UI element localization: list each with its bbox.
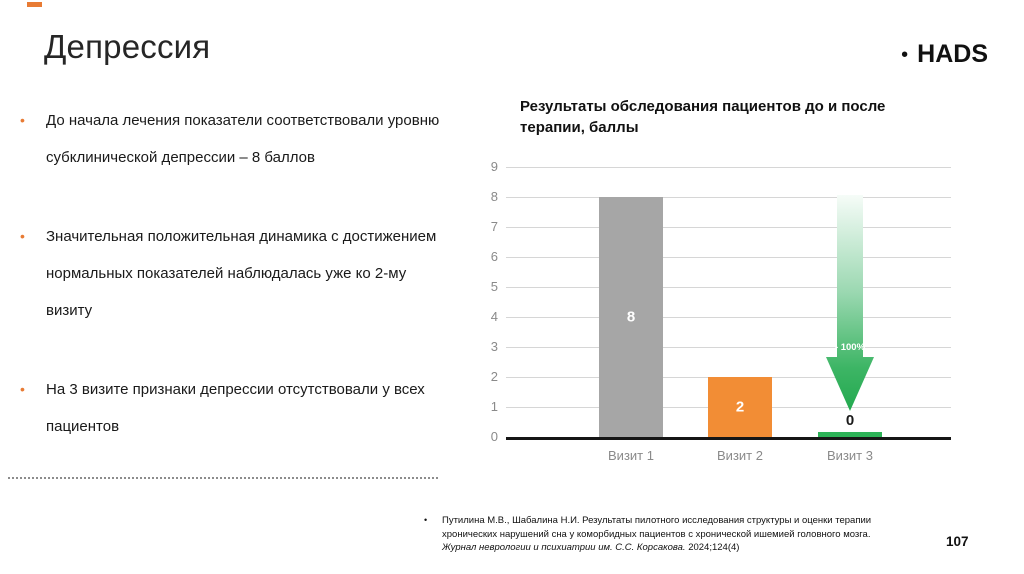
y-tick-label: 1 xyxy=(490,399,498,414)
gridline xyxy=(506,347,951,348)
y-tick-label: 8 xyxy=(490,189,498,204)
x-category-label: Визит 3 xyxy=(827,448,873,463)
hads-bullet-icon: • xyxy=(901,43,909,66)
bar-3: 0 xyxy=(818,412,882,437)
y-tick-label: 9 xyxy=(490,159,498,174)
bullet-text: Значительная положительная динамика с до… xyxy=(46,228,437,319)
y-tick-label: 3 xyxy=(490,339,498,354)
footnote-part-italic: Журнал неврологии и психиатрии им. С.С. … xyxy=(442,542,686,553)
slide-accent-mark xyxy=(27,2,42,7)
footnote-part-tail: 2024;124(4) xyxy=(685,542,740,553)
bar-value-label: 8 xyxy=(626,308,636,326)
bar-2: 2 xyxy=(708,377,772,437)
decrease-arrow-icon: - 100% xyxy=(826,195,874,411)
dotted-divider xyxy=(8,477,438,479)
hads-label: HADS xyxy=(917,40,988,68)
bar-value-label: 2 xyxy=(735,398,745,416)
bullet-marker-icon: • xyxy=(20,112,25,128)
page-number: 107 xyxy=(946,534,969,549)
list-item: • На 3 визите признаки депрессии отсутст… xyxy=(16,371,446,445)
bullet-marker-icon: • xyxy=(20,228,25,244)
y-tick-label: 5 xyxy=(490,279,498,294)
y-tick-label: 2 xyxy=(490,369,498,384)
y-tick-label: 6 xyxy=(490,249,498,264)
footnote-bullet-icon: • xyxy=(424,515,428,525)
page-title: Депрессия xyxy=(44,28,211,65)
bullet-text: На 3 визите признаки депрессии отсутство… xyxy=(46,381,425,435)
bullet-marker-icon: • xyxy=(20,381,25,397)
footnote-text: Путилина М.В., Шабалина Н.И. Результаты … xyxy=(442,514,902,555)
y-tick-label: 4 xyxy=(490,309,498,324)
gridline xyxy=(506,287,951,288)
x-category-label: Визит 1 xyxy=(608,448,654,463)
bar-value-label: 0 xyxy=(845,412,855,429)
hads-tag: • HADS xyxy=(901,40,988,69)
gridline xyxy=(506,167,951,168)
list-item: • До начала лечения показатели соответст… xyxy=(16,102,446,176)
list-item: • Значительная положительная динамика с … xyxy=(16,218,446,329)
citation-footnote: • Путилина М.В., Шабалина Н.И. Результат… xyxy=(424,514,904,555)
gridline xyxy=(506,197,951,198)
plot-area: - 100% 0 1 2 3 4 5 6 7 8 9 8 Визит 1 2 Визит 2 0 Визит … xyxy=(491,159,951,463)
y-tick-label: 0 xyxy=(490,429,498,444)
gridline xyxy=(506,317,951,318)
x-category-label: Визит 2 xyxy=(717,448,763,463)
footnote-part-normal: Путилина М.В., Шабалина Н.И. Результаты … xyxy=(442,515,872,540)
gridline xyxy=(506,257,951,258)
y-tick-label: 7 xyxy=(490,219,498,234)
bar-1: 8 xyxy=(599,197,663,437)
chart-title: Результаты обследования пациентов до и п… xyxy=(520,98,886,136)
decrease-annotation: - 100% xyxy=(835,342,866,353)
gridline xyxy=(506,227,951,228)
bullet-text: До начала лечения показатели соответство… xyxy=(46,112,440,166)
bullet-list: • До начала лечения показатели соответст… xyxy=(16,102,446,487)
